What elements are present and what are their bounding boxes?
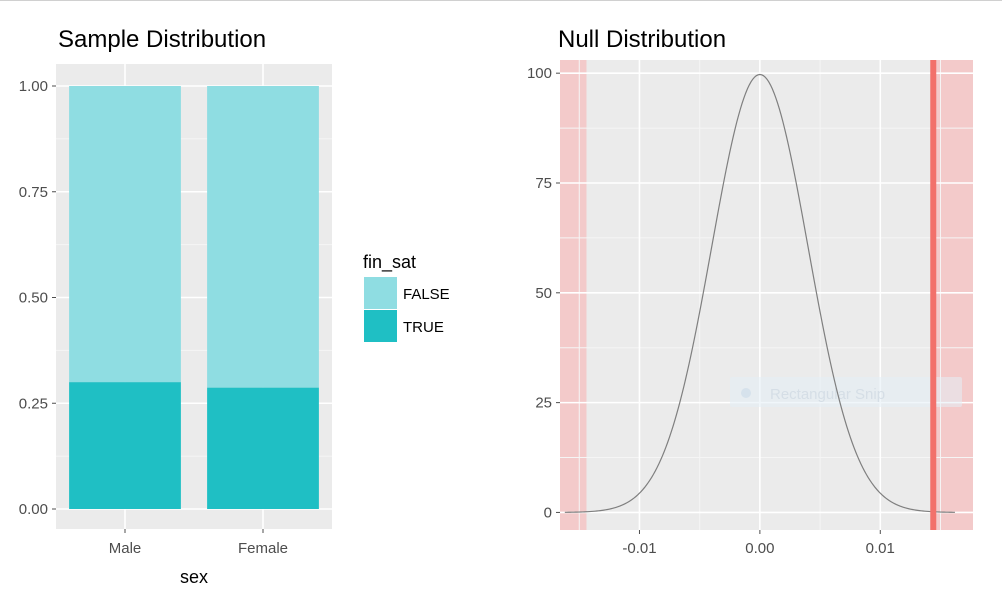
- sample-distribution-title: Sample Distribution: [58, 26, 266, 53]
- right-y-tick-label: 0: [544, 504, 552, 521]
- legend-swatch-true: [364, 310, 397, 342]
- right-y-tick-label: 50: [535, 285, 552, 302]
- snip-overlay: Rectangular Snip: [730, 377, 962, 407]
- left-bars: [69, 86, 319, 509]
- density-line: [564, 73, 955, 513]
- legend-label-true: TRUE: [403, 319, 444, 336]
- right-gridlines: [560, 60, 973, 530]
- sample-distribution-chart: Sample Distribution 0.00 0.25 0.50 0.75 1.00…: [19, 26, 332, 587]
- left-y-tick-label: 0.00: [19, 501, 48, 518]
- bar-male-true: [69, 382, 181, 509]
- rejection-regions: [560, 60, 973, 530]
- left-y-tick-label: 0.75: [19, 184, 48, 201]
- right-y-tick-label: 75: [535, 175, 552, 192]
- legend-title: fin_sat: [363, 252, 416, 273]
- bar-male-false: [69, 86, 181, 383]
- left-x-ticks: Male Female: [109, 529, 288, 557]
- right-x-tick-label: 0.00: [745, 540, 774, 557]
- rejection-region-left: [560, 60, 587, 530]
- window-top-border: [0, 0, 1002, 1]
- bar-female-false: [207, 86, 319, 388]
- null-distribution-chart: Null Distribution Rectangular Snip 0 25 50…: [527, 26, 973, 557]
- bar-female-true: [207, 387, 319, 509]
- right-y-tick-label: 100: [527, 65, 552, 82]
- left-x-tick-label: Female: [238, 540, 288, 557]
- left-y-ticks: 0.00 0.25 0.50 0.75 1.00: [19, 78, 56, 518]
- snip-overlay-box: [730, 377, 962, 407]
- left-x-tick-label: Male: [109, 540, 142, 557]
- rejection-region-right: [933, 60, 973, 530]
- right-x-ticks: -0.01 0.00 0.01: [622, 530, 895, 557]
- right-panel-background: [560, 60, 973, 530]
- legend-label-false: FALSE: [403, 286, 450, 303]
- snip-overlay-icon: [741, 388, 751, 398]
- right-x-tick-label: -0.01: [622, 540, 656, 557]
- density-curve: [564, 73, 955, 513]
- x-axis-title: sex: [180, 567, 208, 587]
- snip-overlay-text: Rectangular Snip: [770, 386, 885, 403]
- null-distribution-title: Null Distribution: [558, 26, 726, 53]
- left-y-tick-label: 1.00: [19, 78, 48, 95]
- left-y-tick-label: 0.25: [19, 395, 48, 412]
- legend-swatch-false: [364, 277, 397, 309]
- right-x-tick-label: 0.01: [866, 540, 895, 557]
- right-y-tick-label: 25: [535, 395, 552, 412]
- left-y-tick-label: 0.50: [19, 290, 48, 307]
- right-y-ticks: 0 25 50 75 100: [527, 65, 560, 521]
- legend: fin_sat FALSE TRUE: [363, 252, 450, 342]
